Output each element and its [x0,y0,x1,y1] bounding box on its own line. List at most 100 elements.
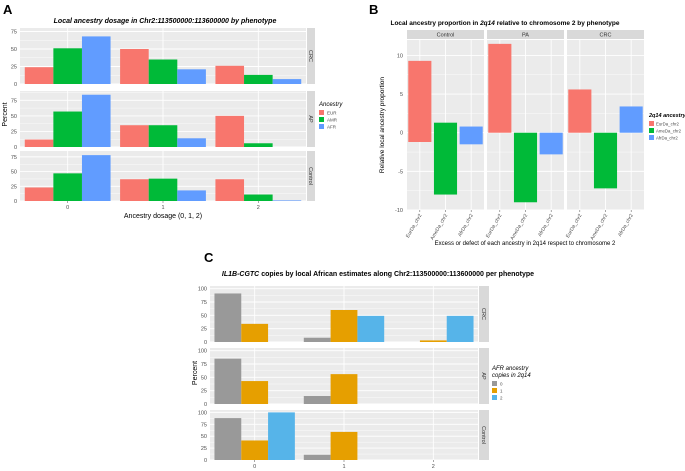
x-tick-label: AmeDa_chr2 [589,213,609,241]
x-tick-label: EurDa_chr2 [565,213,584,239]
legend-title: copies in 2q14 [492,373,531,379]
legend-label: 1 [500,389,503,394]
bar-2-1 [357,315,385,342]
bar-AFR-1 [177,190,206,201]
facet-crc: 0 25 50 75 CRC [11,28,315,88]
chart-title: Local ancestry proportion in 2q14 relati… [390,20,619,27]
legend-key [492,395,497,400]
y-tick-label: 75 [11,155,17,161]
text-part: 2q14 [479,20,495,27]
bar-AFR-2 [272,79,302,84]
legend-key [319,124,324,129]
y-tick-label: 25 [201,389,207,395]
facet-strip-label: AP [480,372,486,380]
bar-EUR-0 [24,187,54,201]
bar-EurDa_chr2 [568,89,592,133]
bar-AfrDa_chr2 [539,132,563,155]
x-tick-label: AfrDa_chr2 [457,213,475,238]
facet-strip [479,348,489,404]
legend-key [492,388,497,393]
y-tick-label: 25 [11,65,17,71]
y-tick-label: 100 [198,410,207,416]
bar-EUR-1 [120,179,149,201]
facet-strip [479,410,489,460]
chart-title: IL1B-CGTC copies by local African estima… [222,271,534,278]
y-tick-label: 100 [198,287,207,293]
legend-label: AfrDa_chr2 [656,136,678,141]
legend-key [319,110,324,115]
y-tick-label: -10 [395,208,403,214]
y-tick-label: 25 [11,129,17,135]
bar-AMR-0 [53,111,82,147]
panel-letter: C [204,250,214,265]
chart-title: Local ancestry dosage in Chr2:113500000:… [54,18,277,25]
legend-label: AFR [327,125,337,130]
facet-strip [567,30,644,39]
facet-strip-label: Control [480,426,486,444]
bar-AMR-2 [244,143,273,147]
x-tick-label: 0 [253,464,256,470]
facet-strip-label: Control [437,33,455,39]
y-tick-label: 75 [11,98,17,104]
y-tick-label: 50 [11,170,17,176]
bar-AMR-2 [244,74,273,84]
bar-AMR-0 [53,48,82,84]
x-axis-label: Excess or defect of each ancestry in 2q1… [435,241,616,247]
bar-EUR-2 [215,65,245,84]
y-tick-label: 0 [14,82,17,88]
facet-strip [307,151,315,201]
bar-AMR-1 [148,59,178,84]
x-tick-label: EurDa_chr2 [485,213,504,239]
y-tick-label: 50 [201,434,207,440]
legend-label: AMR [327,118,338,123]
x-tick-label: 2 [257,205,260,211]
y-tick-label: 0 [14,199,17,205]
bar-AFR-1 [177,69,206,84]
x-tick-label: 1 [342,464,345,470]
y-tick-label: 5 [400,92,403,98]
y-tick-label: -5 [398,169,403,175]
y-tick-label: 25 [201,327,207,333]
legend-label: 0 [500,382,503,387]
text-part: IL1B-CGTC [222,271,260,278]
facet-strip [479,286,489,342]
facet-strip [407,30,484,39]
text-part: Local ancestry proportion in [390,20,480,27]
legend-title: Ancestry [318,102,343,108]
x-tick-label: AfrDa_chr2 [617,213,635,238]
bar-AMR-2 [244,194,273,201]
bar-EUR-0 [24,67,54,84]
bar-AMR-1 [148,125,178,147]
legend-key [649,128,654,133]
bar-AmeDa_chr2 [593,132,618,189]
legend-key [649,135,654,140]
facet-strip-label: AP [307,115,313,123]
bar-EUR-0 [24,139,54,147]
y-tick-label: 25 [11,184,17,190]
facet-strip-label: CRC [480,308,486,320]
bar-AmeDa_chr2 [433,122,458,195]
facet-strip [307,28,315,84]
bar-AFR-0 [81,36,111,84]
bar-2-2 [446,315,474,342]
bar-AFR-0 [81,155,111,201]
y-tick-label: 50 [11,114,17,120]
x-tick-label: 2 [432,464,435,470]
y-tick-label: 0 [400,131,403,137]
y-tick-label: 50 [11,47,17,53]
bar-AFR-0 [81,94,111,147]
y-tick-label: 50 [201,313,207,319]
y-axis-label: Percent [2,102,9,126]
y-tick-label: 75 [201,300,207,306]
bar-0-1 [303,396,331,404]
facet-strip-label: PA [522,33,529,39]
y-tick-label: 25 [201,446,207,452]
bar-0-1 [303,337,331,342]
bar-EUR-1 [120,49,149,84]
bar-1-2 [419,340,447,342]
y-tick-label: 75 [11,30,17,36]
bar-1-0 [241,323,269,342]
legend-key [492,381,497,386]
y-tick-label: 0 [204,340,207,346]
